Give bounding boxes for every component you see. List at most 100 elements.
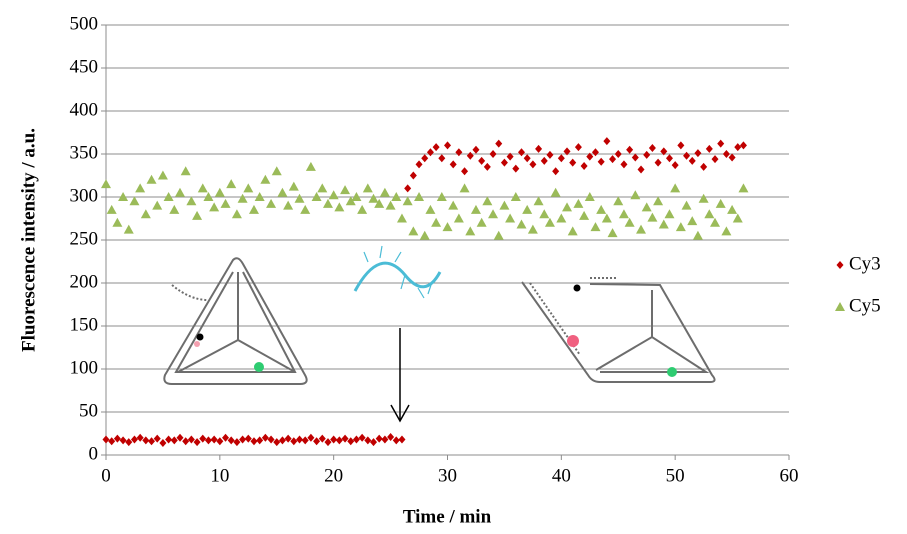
- x-tick-label: 10: [210, 465, 229, 486]
- data-point: [614, 150, 622, 158]
- data-point: [370, 438, 378, 447]
- data-point: [658, 219, 669, 229]
- data-point: [461, 167, 469, 176]
- data-point: [591, 148, 599, 157]
- data-point: [119, 436, 127, 445]
- data-point: [199, 434, 207, 443]
- data-point: [694, 149, 702, 158]
- data-point: [432, 143, 440, 152]
- data-point: [732, 213, 743, 223]
- data-point: [364, 436, 372, 445]
- data-point: [704, 209, 715, 219]
- data-point: [493, 230, 504, 240]
- data-point: [470, 204, 481, 214]
- data-point: [431, 217, 442, 227]
- data-point: [533, 196, 544, 206]
- data-point: [476, 217, 487, 227]
- data-point: [398, 435, 406, 444]
- data-point: [527, 224, 538, 234]
- data-point: [387, 432, 395, 441]
- data-point: [204, 436, 212, 445]
- data-point: [670, 183, 681, 193]
- data-point: [148, 437, 156, 446]
- data-point: [261, 433, 269, 442]
- data-point: [313, 437, 321, 446]
- data-point: [636, 224, 647, 234]
- y-tick-label: 450: [70, 56, 99, 77]
- x-tick-label: 60: [780, 465, 799, 486]
- data-point: [648, 143, 656, 152]
- data-point: [180, 166, 191, 176]
- data-point: [324, 438, 332, 447]
- data-point: [381, 435, 389, 444]
- data-point: [408, 226, 419, 236]
- data-point: [273, 438, 281, 447]
- data-point: [290, 437, 298, 446]
- data-point: [586, 152, 594, 161]
- data-point: [157, 170, 168, 180]
- data-point: [523, 154, 531, 163]
- data-point: [499, 200, 510, 210]
- data-point: [569, 158, 577, 167]
- data-point: [358, 433, 366, 442]
- data-point: [630, 190, 641, 200]
- data-point: [603, 137, 611, 146]
- y-tick-label: 100: [70, 357, 99, 378]
- data-point: [118, 192, 129, 201]
- data-point: [347, 437, 355, 446]
- data-point: [556, 213, 567, 223]
- y-tick-label: 50: [79, 400, 98, 421]
- data-point: [544, 217, 555, 227]
- data-point: [300, 204, 311, 214]
- data-point: [278, 436, 286, 445]
- data-point: [710, 217, 721, 227]
- data-point: [187, 435, 195, 444]
- data-point: [637, 165, 645, 174]
- data-point: [140, 209, 151, 219]
- data-point: [421, 154, 429, 163]
- data-point: [169, 204, 180, 214]
- data-point: [510, 192, 521, 201]
- data-point: [425, 204, 436, 214]
- data-point: [214, 187, 225, 197]
- data-point: [146, 174, 157, 184]
- data-point: [266, 198, 277, 208]
- legend-label: Cy3: [849, 253, 881, 274]
- data-point: [362, 183, 373, 193]
- y-tick-label: 200: [70, 271, 99, 292]
- data-point: [176, 433, 184, 442]
- data-point: [239, 435, 247, 444]
- data-point: [220, 198, 231, 208]
- y-tick-label: 250: [70, 228, 99, 249]
- data-point: [620, 160, 628, 169]
- data-point: [288, 181, 299, 191]
- x-tick-label: 50: [666, 465, 685, 486]
- data-point: [113, 434, 121, 443]
- data-point: [227, 436, 235, 445]
- data-point: [522, 204, 533, 214]
- data-point: [294, 193, 305, 203]
- data-point: [574, 143, 582, 152]
- data-point: [453, 213, 464, 223]
- data-point: [415, 160, 423, 169]
- data-point: [237, 193, 248, 203]
- data-point: [396, 213, 407, 223]
- data-point: [681, 200, 692, 210]
- data-point: [203, 192, 214, 201]
- data-point: [665, 154, 673, 163]
- data-point: [516, 219, 527, 229]
- data-point: [654, 158, 662, 167]
- data-point: [152, 200, 163, 210]
- x-tick-label: 0: [101, 465, 111, 486]
- data-point: [618, 209, 629, 219]
- data-point: [250, 437, 258, 446]
- data-point: [438, 154, 446, 163]
- data-point: [688, 156, 696, 165]
- data-point: [609, 155, 617, 164]
- data-point: [692, 230, 703, 240]
- data-point: [328, 190, 339, 200]
- data-point: [722, 150, 730, 158]
- data-point: [182, 437, 190, 446]
- x-tick-label: 30: [438, 465, 457, 486]
